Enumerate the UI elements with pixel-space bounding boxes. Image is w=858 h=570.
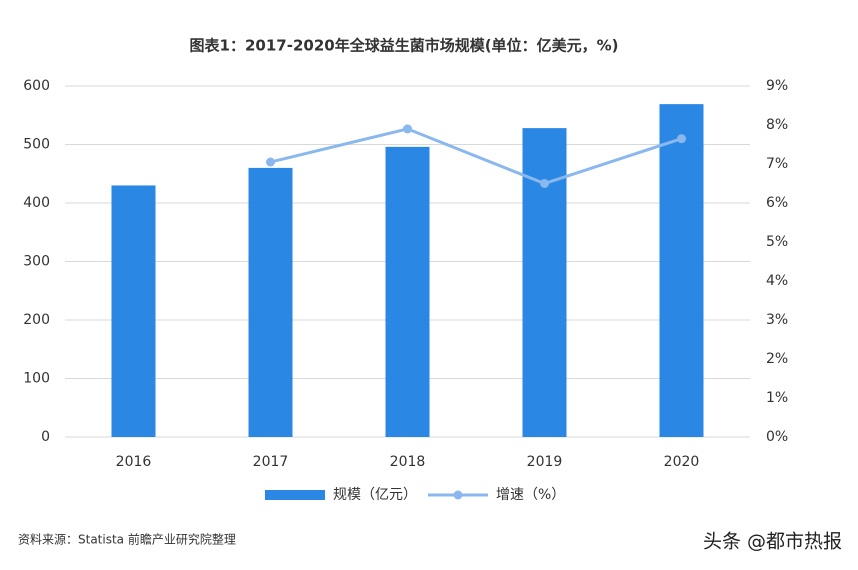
legend-swatch [453, 490, 463, 500]
line-point [540, 179, 549, 188]
y-tick-label: 100 [23, 371, 50, 387]
y2-tick-label: 2% [766, 351, 788, 367]
legend-label: 增速（%） [496, 487, 565, 503]
line-point [403, 124, 412, 134]
source: 资料来源：Statista 前瞻产业研究院整理 [18, 532, 236, 547]
y2-tick-label: 5% [766, 234, 788, 250]
y2-tick-label: 3% [766, 312, 788, 328]
bar [248, 167, 293, 437]
bar [522, 128, 567, 437]
bar [659, 104, 704, 437]
y2-tick-label: 0% [766, 429, 788, 445]
bar [385, 146, 430, 437]
x-tick-label: 2016 [116, 454, 152, 470]
y-tick-label: 200 [23, 312, 50, 328]
legend-swatch [265, 490, 325, 500]
y2-tick-label: 6% [766, 195, 788, 211]
line-point [677, 134, 686, 144]
x-tick-label: 2020 [664, 454, 700, 470]
legend-label: 规模（亿元） [333, 487, 417, 503]
chart-title: 图表1：2017-2020年全球益生菌市场规模(单位：亿美元，%) [190, 37, 619, 55]
y2-tick-label: 4% [766, 273, 788, 289]
line-point [266, 157, 275, 167]
y-tick-label: 300 [23, 254, 50, 270]
y-tick-label: 400 [23, 195, 50, 211]
y2-tick-label: 8% [766, 117, 788, 133]
x-tick-label: 2017 [253, 454, 289, 470]
watermark: 头条 @都市热报 [703, 531, 842, 553]
y2-tick-label: 9% [766, 78, 788, 94]
y-tick-label: 600 [23, 78, 50, 94]
line [270, 127, 682, 186]
y-tick-label: 0 [41, 429, 50, 445]
y2-tick-label: 1% [766, 390, 788, 406]
y-tick-label: 500 [23, 137, 50, 153]
y2-tick-label: 7% [766, 156, 788, 172]
bar [111, 185, 156, 437]
x-tick-label: 2019 [527, 454, 563, 470]
x-tick-label: 2018 [390, 454, 426, 470]
